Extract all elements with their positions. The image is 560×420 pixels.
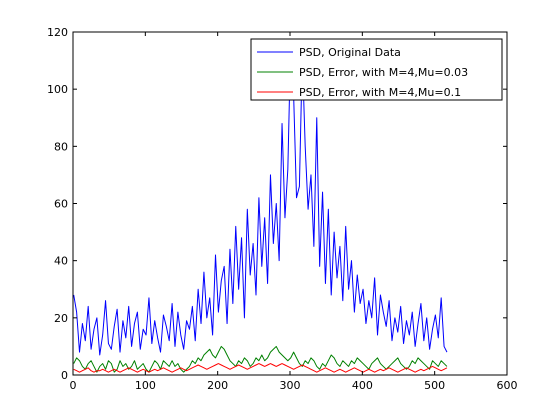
x-tick-label: 300 [280, 379, 301, 392]
series-line-2 [73, 345, 448, 373]
x-tick-label: 200 [207, 379, 228, 392]
y-tick-label: 60 [54, 198, 68, 211]
legend-label-3: PSD, Error, with M=4,Mu=0.1 [299, 86, 461, 99]
y-tick-label: 120 [47, 26, 68, 39]
x-tick-label: 100 [135, 379, 156, 392]
y-tick-label: 0 [61, 369, 68, 382]
y-tick-label: 100 [47, 83, 68, 96]
axes-box [72, 31, 508, 376]
series-line-1 [73, 40, 448, 356]
legend: PSD, Original Data PSD, Error, with M=4,M… [250, 38, 503, 101]
y-tick-label: 40 [54, 255, 68, 268]
series-line-3 [73, 363, 448, 373]
legend-label-2: PSD, Error, with M=4,Mu=0.03 [299, 66, 468, 79]
legend-box [250, 38, 503, 101]
y-tick-label: 80 [54, 140, 68, 153]
x-tick-label: 500 [424, 379, 445, 392]
axes-layer: 0 100 200 300 400 500 600 0 20 40 60 80 100 120 [47, 26, 518, 392]
y-tick-label: 20 [54, 312, 68, 325]
legend-label-1: PSD, Original Data [299, 46, 401, 59]
x-tick-label: 600 [497, 379, 518, 392]
series-layer [73, 40, 448, 373]
x-tick-label: 0 [70, 379, 77, 392]
x-tick-label: 400 [352, 379, 373, 392]
